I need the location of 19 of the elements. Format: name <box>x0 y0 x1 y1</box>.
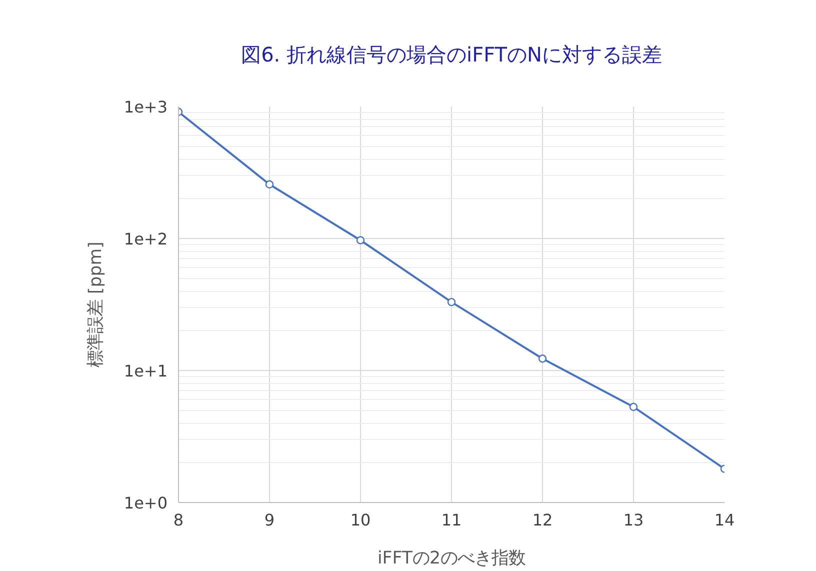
y-axis-title: 標準誤差 [ppm] <box>86 242 106 368</box>
x-tick-label: 11 <box>441 510 462 530</box>
x-tick-label: 13 <box>623 510 644 530</box>
x-tick-label: 9 <box>264 510 275 530</box>
x-tick-label: 8 <box>173 510 184 530</box>
chart-title: 図6. 折れ線信号の場合のiFFTのNに対する誤差 <box>241 42 662 66</box>
x-axis-title: iFFTの2のべき指数 <box>377 548 526 568</box>
y-tick-label: 1e+0 <box>124 494 168 512</box>
point <box>356 236 365 244</box>
y-tick-label: 1e+3 <box>124 98 168 116</box>
x-tick-label: 14 <box>714 510 735 530</box>
y-tick-label: 1e+1 <box>124 362 168 380</box>
y-tick-label: 1e+2 <box>124 230 168 248</box>
point <box>447 298 456 306</box>
point <box>538 354 547 363</box>
point <box>629 402 638 411</box>
x-tick-label: 12 <box>532 510 553 530</box>
x-tick-label: 10 <box>350 510 371 530</box>
point <box>265 180 274 188</box>
